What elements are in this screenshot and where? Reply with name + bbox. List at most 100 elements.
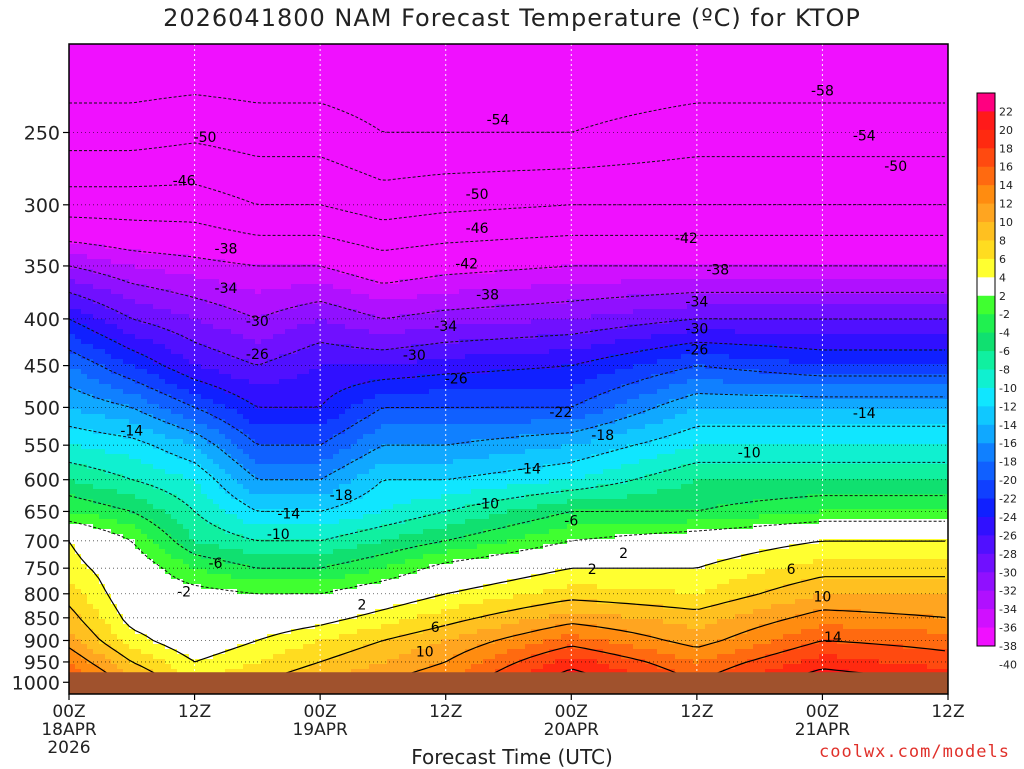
temperature-cell xyxy=(129,459,136,465)
temperature-cell xyxy=(105,614,112,620)
temperature-cell xyxy=(99,84,106,90)
temperature-cell xyxy=(141,254,148,260)
temperature-cell xyxy=(153,504,160,510)
temperature-cell xyxy=(189,479,196,485)
temperature-cell xyxy=(183,284,190,290)
temperature-cell xyxy=(159,604,166,610)
temperature-cell xyxy=(267,49,274,55)
temperature-cell xyxy=(117,154,124,160)
temperature-cell xyxy=(117,579,124,585)
temperature-cell xyxy=(93,59,100,65)
temperature-cell xyxy=(171,304,178,310)
temperature-cell xyxy=(183,649,190,655)
temperature-cell xyxy=(81,654,88,660)
temperature-cell xyxy=(219,289,226,295)
temperature-cell xyxy=(105,604,112,610)
temperature-cell xyxy=(129,629,136,635)
temperature-cell xyxy=(87,189,94,195)
temperature-cell xyxy=(291,594,298,600)
temperature-cell xyxy=(105,179,112,185)
temperature-cell xyxy=(213,139,220,145)
temperature-cell xyxy=(189,589,196,595)
temperature-cell xyxy=(273,604,280,610)
temperature-cell xyxy=(153,414,160,420)
temperature-cell xyxy=(255,114,262,120)
temperature-cell xyxy=(81,304,88,310)
temperature-cell xyxy=(195,284,202,290)
temperature-cell xyxy=(87,534,94,540)
temperature-cell xyxy=(141,624,148,630)
temperature-cell xyxy=(147,344,154,350)
temperature-cell xyxy=(267,519,274,525)
temperature-cell xyxy=(285,209,292,215)
temperature-cell xyxy=(171,554,178,560)
temperature-cell xyxy=(219,374,226,380)
temperature-cell xyxy=(75,304,82,310)
temperature-cell xyxy=(201,74,208,80)
temperature-cell xyxy=(81,464,88,470)
temperature-cell xyxy=(189,504,196,510)
temperature-cell xyxy=(213,359,220,365)
temperature-cell xyxy=(285,409,292,415)
temperature-cell xyxy=(183,559,190,565)
temperature-cell xyxy=(177,544,184,550)
temperature-cell xyxy=(171,249,178,255)
temperature-cell xyxy=(261,389,268,395)
temperature-cell xyxy=(273,349,280,355)
temperature-cell xyxy=(231,334,238,340)
temperature-cell xyxy=(153,569,160,575)
temperature-cell xyxy=(141,69,148,75)
temperature-cell xyxy=(99,584,106,590)
temperature-cell xyxy=(147,594,154,600)
temperature-cell xyxy=(117,459,124,465)
temperature-cell xyxy=(243,219,250,225)
temperature-cell xyxy=(117,659,124,665)
temperature-cell xyxy=(183,129,190,135)
temperature-cell xyxy=(75,449,82,455)
temperature-cell xyxy=(219,234,226,240)
temperature-cell xyxy=(129,209,136,215)
temperature-cell xyxy=(135,244,142,250)
temperature-cell xyxy=(231,329,238,335)
temperature-cell xyxy=(279,639,286,645)
temperature-cell xyxy=(225,64,232,70)
temperature-cell xyxy=(225,134,232,140)
temperature-cell xyxy=(153,89,160,95)
temperature-cell xyxy=(273,464,280,470)
temperature-cell xyxy=(255,99,262,105)
temperature-cell xyxy=(213,144,220,150)
temperature-cell xyxy=(219,644,226,650)
temperature-cell xyxy=(87,569,94,575)
temperature-cell xyxy=(153,199,160,205)
temperature-cell xyxy=(177,304,184,310)
temperature-cell xyxy=(111,539,118,545)
temperature-cell xyxy=(249,304,256,310)
temperature-cell xyxy=(165,639,172,645)
temperature-cell xyxy=(105,189,112,195)
temperature-cell xyxy=(261,604,268,610)
temperature-cell xyxy=(93,574,100,580)
temperature-cell xyxy=(213,394,220,400)
temperature-cell xyxy=(195,309,202,315)
temperature-cell xyxy=(273,204,280,210)
temperature-cell xyxy=(255,189,262,195)
temperature-cell xyxy=(243,519,250,525)
temperature-cell xyxy=(237,634,244,640)
temperature-cell xyxy=(249,124,256,130)
temperature-cell xyxy=(183,224,190,230)
temperature-cell xyxy=(159,564,166,570)
temperature-cell xyxy=(141,574,148,580)
temperature-cell xyxy=(165,79,172,85)
temperature-cell xyxy=(165,224,172,230)
temperature-cell xyxy=(171,579,178,585)
temperature-cell xyxy=(219,119,226,125)
temperature-cell xyxy=(237,44,244,50)
temperature-cell xyxy=(243,239,250,245)
temperature-cell xyxy=(87,354,94,360)
temperature-cell xyxy=(123,239,130,245)
temperature-cell xyxy=(171,144,178,150)
temperature-cell xyxy=(123,74,130,80)
temperature-cell xyxy=(123,144,130,150)
temperature-cell xyxy=(195,374,202,380)
temperature-cell xyxy=(279,319,286,325)
